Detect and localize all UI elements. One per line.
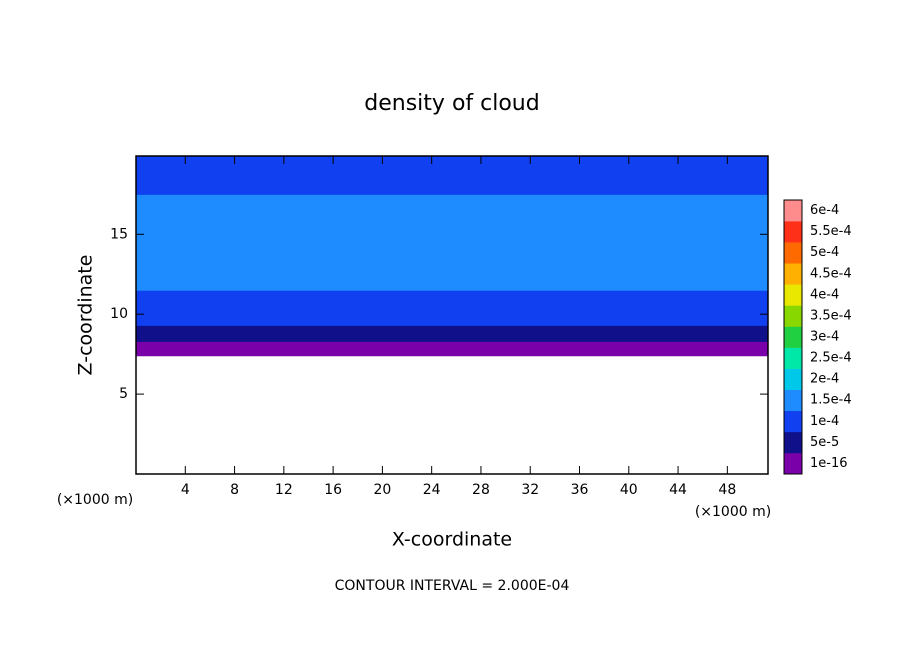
contour-band	[136, 194, 768, 291]
colorbar-swatch	[784, 389, 802, 412]
x-unit-label: (×1000 m)	[695, 504, 771, 520]
x-tick-label: 4	[181, 482, 190, 498]
colorbar-swatch	[784, 305, 802, 327]
chart-title: density of cloud	[364, 91, 539, 116]
x-tick-label: 16	[324, 482, 342, 498]
colorbar-label: 5e-5	[810, 435, 839, 450]
colorbar-frame	[783, 199, 803, 475]
colorbar-label: 1e-16	[810, 456, 848, 471]
x-tick-label: 8	[230, 482, 239, 498]
y-unit-label: (×1000 m)	[57, 492, 133, 508]
colorbar-label: 1e-4	[810, 414, 839, 429]
colorbar-label: 3e-4	[810, 330, 839, 345]
colorbar-swatch	[784, 452, 802, 475]
plot-frame	[135, 155, 769, 475]
x-axis-label: X-coordinate	[392, 529, 512, 551]
x-tick-label: 48	[718, 482, 736, 498]
x-tick-label: 28	[472, 482, 490, 498]
colorbar-label: 3.5e-4	[810, 308, 852, 323]
colorbar-label: 2e-4	[810, 372, 839, 387]
y-axis-label: Z-coordinate	[75, 255, 97, 376]
colorbar-swatch	[784, 410, 802, 433]
y-tick-label: 5	[119, 386, 128, 402]
y-tick-label: 15	[110, 226, 128, 242]
colorbar-label: 5.5e-4	[810, 224, 852, 239]
contour-band	[136, 156, 768, 195]
x-tick-label: 44	[669, 482, 687, 498]
colorbar-swatch	[784, 263, 802, 285]
colorbar-swatch	[784, 347, 802, 369]
footer: CONTOUR INTERVAL = 2.000E-04	[335, 578, 570, 594]
colorbar-label: 5e-4	[810, 245, 839, 260]
colorbar-swatch	[784, 221, 802, 243]
contour-band	[136, 341, 768, 357]
colorbar-label: 4e-4	[810, 287, 839, 302]
x-tick-label: 12	[275, 482, 293, 498]
colorbar-label: 4.5e-4	[810, 266, 852, 281]
colorbar-swatch	[784, 431, 802, 454]
colorbar-swatch	[784, 326, 802, 348]
contour-band	[136, 325, 768, 342]
colorbar-swatch	[784, 200, 802, 222]
y-tick-label: 10	[110, 306, 128, 322]
colorbar-swatch	[784, 242, 802, 264]
x-tick-label: 40	[620, 482, 638, 498]
x-tick-label: 32	[521, 482, 539, 498]
colorbar-label: 6e-4	[810, 203, 839, 218]
colorbar-swatch	[784, 368, 802, 390]
colorbar-swatch	[784, 284, 802, 306]
x-tick-label: 36	[571, 482, 589, 498]
contour-band	[136, 290, 768, 326]
x-tick-label: 20	[373, 482, 391, 498]
colorbar-label: 2.5e-4	[810, 351, 852, 366]
x-tick-label: 24	[423, 482, 441, 498]
colorbar-label: 1.5e-4	[810, 393, 852, 408]
